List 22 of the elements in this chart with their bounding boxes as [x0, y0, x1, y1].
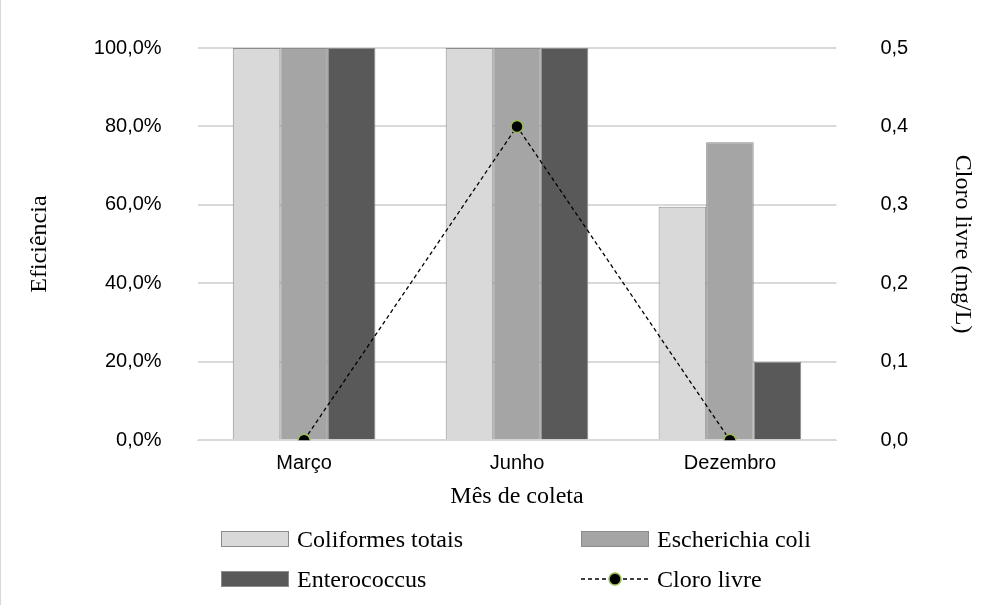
y2-axis-title: Cloro livre (mg/L) [951, 154, 978, 334]
x-tick-label: Dezembro [683, 450, 777, 473]
legend-label: Escherichia coli [657, 525, 811, 553]
y-tick-label: 80,0% [104, 113, 162, 136]
y2-tick-label: 0,3 [880, 192, 909, 215]
legend-label: Enterococcus [297, 565, 427, 593]
y2-tick-label: 0,0 [880, 427, 909, 450]
x-tick-label: Março [276, 450, 332, 473]
y-tick-label: 60,0% [104, 192, 162, 215]
y-tick-label: 20,0% [104, 349, 162, 372]
x-axis-title: Mês de coleta [450, 481, 584, 508]
y-tick-label: 100,0% [93, 35, 162, 58]
x-tick-label: Junho [489, 450, 545, 473]
y-tick-label: 40,0% [104, 270, 162, 293]
legend-label: Coliformes totais [297, 525, 463, 553]
y2-tick-label: 0,5 [880, 35, 909, 58]
y2-tick-label: 0,1 [880, 349, 909, 372]
y-tick-label: 0,0% [116, 427, 162, 450]
y2-tick-label: 0,2 [880, 270, 909, 293]
y-axis-title: Eficiência [24, 195, 51, 293]
legend-label: Cloro livre [657, 565, 762, 593]
y2-tick-label: 0,4 [880, 113, 909, 136]
